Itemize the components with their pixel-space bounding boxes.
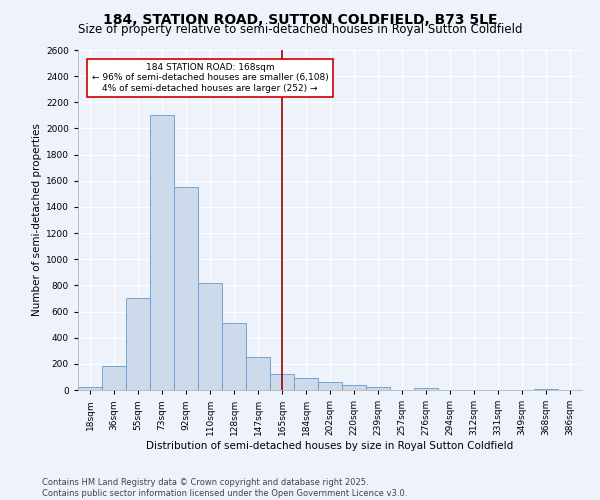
Bar <box>198 283 222 390</box>
Bar <box>294 378 318 390</box>
Bar <box>342 385 366 390</box>
Text: 184, STATION ROAD, SUTTON COLDFIELD, B73 5LE: 184, STATION ROAD, SUTTON COLDFIELD, B73… <box>103 12 497 26</box>
Bar <box>414 388 438 390</box>
Bar <box>174 188 198 390</box>
Bar <box>534 388 558 390</box>
Bar <box>246 358 270 390</box>
Y-axis label: Number of semi-detached properties: Number of semi-detached properties <box>32 124 42 316</box>
Bar <box>318 382 342 390</box>
Text: Contains HM Land Registry data © Crown copyright and database right 2025.
Contai: Contains HM Land Registry data © Crown c… <box>42 478 407 498</box>
Bar <box>126 298 150 390</box>
Bar <box>270 374 294 390</box>
X-axis label: Distribution of semi-detached houses by size in Royal Sutton Coldfield: Distribution of semi-detached houses by … <box>146 441 514 451</box>
Bar <box>150 116 174 390</box>
Text: Size of property relative to semi-detached houses in Royal Sutton Coldfield: Size of property relative to semi-detach… <box>78 22 522 36</box>
Bar <box>222 324 246 390</box>
Bar <box>78 388 102 390</box>
Bar <box>102 366 126 390</box>
Text: 184 STATION ROAD: 168sqm
← 96% of semi-detached houses are smaller (6,108)
4% of: 184 STATION ROAD: 168sqm ← 96% of semi-d… <box>92 63 328 93</box>
Bar <box>366 388 390 390</box>
